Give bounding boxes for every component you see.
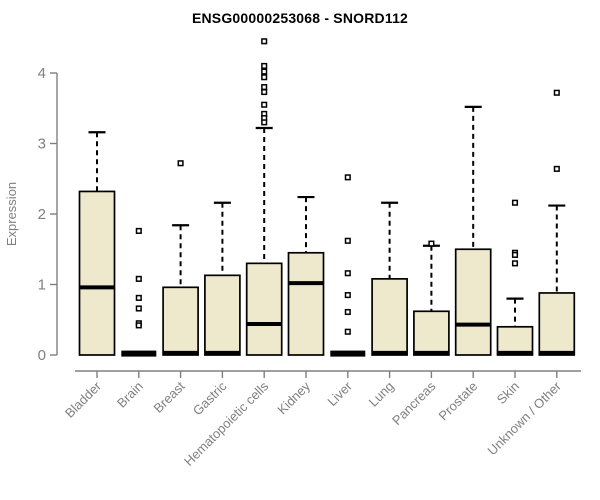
y-tick-label: 0 [38, 347, 46, 364]
x-tick-label-bladder: Bladder [62, 378, 105, 421]
box-gastric [204, 201, 241, 356]
outlier-point [261, 88, 268, 96]
y-tick-label: 2 [38, 206, 46, 223]
x-tick-label-prostate: Prostate [435, 379, 480, 424]
box-brain [121, 227, 157, 357]
outlier-point [344, 308, 351, 316]
x-tick-label-liver: Liver [324, 378, 355, 409]
x-tick-label-skin: Skin [494, 379, 522, 407]
outlier-point [261, 38, 268, 45]
x-tick-label-lung: Lung [366, 379, 397, 410]
outlier-point [428, 240, 435, 247]
outlier-point [135, 322, 142, 329]
x-tick-label-gastric: Gastric [190, 378, 230, 418]
outlier-point [511, 251, 519, 258]
box-hematopoietic-cells [245, 38, 283, 356]
outlier-point [135, 294, 142, 301]
outlier-point [344, 270, 351, 277]
outlier-point [553, 165, 560, 172]
y-tick-label: 1 [38, 277, 46, 294]
x-tick-label-brain: Brain [114, 379, 146, 411]
outlier-point [511, 199, 519, 206]
outlier-point [344, 237, 351, 244]
box-prostate [454, 105, 492, 356]
y-axis-title: Expression [4, 182, 19, 246]
x-tick-label-pancreas: Pancreas [389, 378, 439, 428]
outlier-point [261, 74, 268, 81]
outlier-point [344, 328, 351, 335]
box-kidney [287, 195, 325, 356]
outlier-point [344, 292, 351, 299]
box-lung [371, 201, 408, 356]
outlier-point [511, 260, 519, 267]
box-bladder [78, 131, 116, 356]
box-breast [162, 160, 199, 356]
box-skin [496, 199, 534, 356]
outlier-point [261, 68, 268, 75]
outlier-point [344, 174, 351, 181]
box-pancreas [413, 240, 450, 356]
x-tick-label-breast: Breast [151, 378, 188, 415]
y-axis: 0 1 2 3 4 Expression [4, 65, 58, 364]
outlier-point [135, 275, 142, 282]
outlier-point [261, 119, 268, 126]
outlier-point [177, 160, 184, 167]
outlier-point [261, 101, 268, 108]
outlier-point [135, 305, 142, 312]
outlier-point [261, 84, 268, 91]
chart-title: ENSG00000253068 - SNORD112 [191, 10, 409, 26]
outlier-point [261, 62, 268, 70]
x-tick-label-unknown-other: Unknown / Other [484, 378, 564, 458]
outlier-point [553, 89, 560, 96]
box-liver [330, 174, 366, 357]
outlier-point [135, 227, 142, 234]
x-tick-label-kidney: Kidney [274, 378, 313, 417]
y-tick-label: 3 [38, 136, 46, 153]
box-unknown-other [538, 89, 576, 356]
y-tick-label: 4 [38, 65, 46, 82]
